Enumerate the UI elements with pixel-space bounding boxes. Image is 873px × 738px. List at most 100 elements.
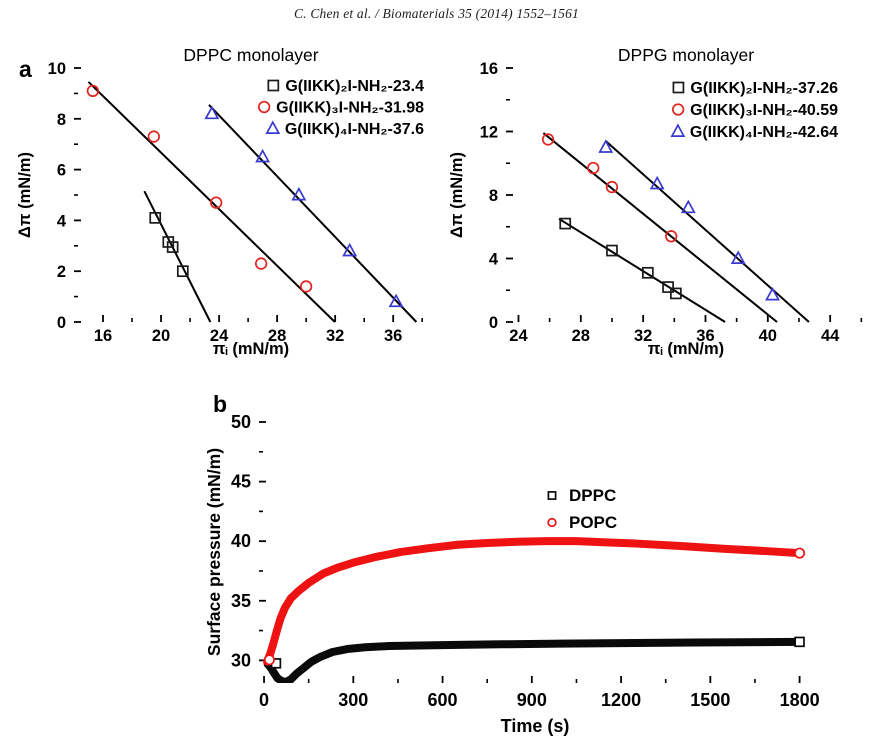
x-tick-label: 600	[428, 690, 458, 710]
endpoint-marker	[794, 636, 805, 648]
data-marker-triangle	[730, 250, 746, 264]
x-axis-label: πᵢ (mN/m)	[213, 340, 289, 358]
x-tick-label: 24	[210, 327, 229, 345]
data-marker-circle	[255, 257, 268, 270]
chart-dppg-monolayer: DPPG monolayer πᵢ (mN/m) Δπ (mN/m) 24 28 32 36…	[448, 45, 863, 358]
legend-label: DPPC	[569, 486, 616, 505]
panel-label-b: b	[213, 391, 228, 417]
fit-line	[208, 104, 418, 323]
y-tick-label: 0	[489, 314, 498, 332]
x-tick-label: 32	[634, 327, 652, 345]
data-marker-circle	[605, 180, 619, 194]
data-marker-square	[166, 241, 179, 253]
x-tick-label: 1800	[780, 690, 820, 710]
legend-marker	[547, 491, 557, 500]
legend-marker	[672, 81, 685, 94]
endpoint-marker	[263, 654, 275, 666]
data-marker-circle	[665, 230, 678, 243]
data-marker-triangle	[765, 286, 780, 301]
data-marker-circle	[210, 196, 223, 209]
legend-label: G(IIKK)₃I-NH₂-40.59	[690, 102, 838, 119]
y-axis-label: Surface pressure (mN/m)	[204, 448, 224, 656]
chart-adsorption-kinetics: Time (s) Surface pressure (mN/m) 0 300 600 90…	[204, 412, 820, 736]
legend-marker	[547, 517, 557, 528]
data-marker-circle	[541, 133, 555, 146]
x-tick-label: 16	[94, 327, 112, 345]
y-tick-label: 35	[231, 591, 251, 611]
legend-label: G(IIKK)₂I-NH₂-23.4	[285, 78, 424, 95]
x-tick-label: 300	[338, 690, 368, 710]
legend-label: G(IIKK)₂I-NH₂-37.26	[690, 80, 838, 97]
x-axis-label: πᵢ (mN/m)	[648, 340, 724, 358]
y-tick-label: 16	[480, 60, 498, 78]
x-tick-label: 900	[517, 690, 547, 710]
x-tick-label: 36	[384, 327, 402, 345]
data-marker-circle	[587, 161, 600, 175]
data-marker-circle	[86, 84, 100, 98]
x-tick-label: 1500	[690, 690, 730, 710]
y-tick-label: 45	[231, 472, 251, 492]
legend-marker	[670, 123, 686, 137]
legend-marker	[257, 100, 271, 114]
y-tick-label: 12	[480, 124, 498, 142]
data-marker-triangle	[680, 199, 696, 214]
y-tick-label: 0	[57, 314, 66, 332]
fit-line	[605, 140, 810, 323]
x-tick-label: 0	[259, 690, 269, 710]
data-marker-square	[662, 281, 674, 293]
x-tick-label: 1200	[601, 690, 641, 710]
journal-running-head: C. Chen et al. / Biomaterials 35 (2014) …	[293, 6, 580, 21]
y-tick-label: 4	[57, 212, 67, 230]
legend-label: G(IIKK)₃I-NH₂-31.98	[276, 100, 424, 117]
y-tick-label: 8	[57, 111, 66, 129]
panel-label-a: a	[19, 56, 32, 82]
x-tick-label: 36	[696, 327, 714, 345]
y-tick-label: 8	[489, 187, 498, 205]
y-axis-label: Δπ (mN/m)	[448, 152, 466, 238]
data-marker-triangle	[204, 105, 220, 120]
chart-title: DPPG monolayer	[618, 45, 754, 65]
y-tick-label: 30	[231, 650, 251, 670]
legend-marker	[265, 120, 281, 134]
data-marker-square	[606, 244, 618, 257]
y-tick-label: 50	[231, 412, 251, 432]
endpoint-marker	[794, 547, 806, 559]
x-tick-label: 28	[268, 327, 286, 345]
legend-marker	[671, 103, 685, 116]
fit-line	[143, 190, 212, 323]
x-tick-label: 20	[152, 327, 170, 345]
x-tick-label: 28	[572, 327, 590, 345]
legend-marker	[267, 79, 280, 92]
data-marker-triangle	[388, 293, 404, 308]
data-marker-circle	[299, 280, 313, 293]
data-marker-square	[559, 217, 572, 230]
legend-label: G(IIKK)₄I-NH₂-42.64	[690, 124, 838, 141]
x-axis-label: Time (s)	[501, 716, 570, 736]
data-curve	[263, 637, 804, 683]
legend-label: POPC	[569, 513, 617, 532]
data-curve	[263, 537, 804, 666]
data-marker-square	[149, 212, 162, 224]
data-marker-triangle	[649, 175, 665, 190]
fit-line	[542, 132, 778, 323]
x-tick-label: 32	[326, 327, 344, 345]
data-marker-square	[670, 287, 682, 300]
data-marker-triangle	[342, 242, 358, 257]
y-tick-label: 4	[489, 251, 499, 269]
data-marker-triangle	[598, 139, 614, 153]
y-tick-label: 2	[57, 263, 66, 281]
legend-label: G(IIKK)₄I-NH₂-37.6	[285, 121, 424, 138]
y-axis-label: Δπ (mN/m)	[16, 152, 34, 238]
chart-title: DPPC monolayer	[183, 45, 318, 65]
y-tick-label: 10	[48, 60, 66, 78]
x-tick-label: 24	[509, 327, 528, 345]
data-marker-triangle	[255, 148, 271, 163]
data-marker-square	[641, 266, 654, 279]
x-tick-label: 40	[759, 327, 777, 345]
x-tick-label: 44	[821, 327, 840, 345]
y-tick-label: 6	[57, 162, 66, 180]
y-tick-label: 40	[231, 531, 251, 551]
data-marker-circle	[147, 130, 160, 143]
